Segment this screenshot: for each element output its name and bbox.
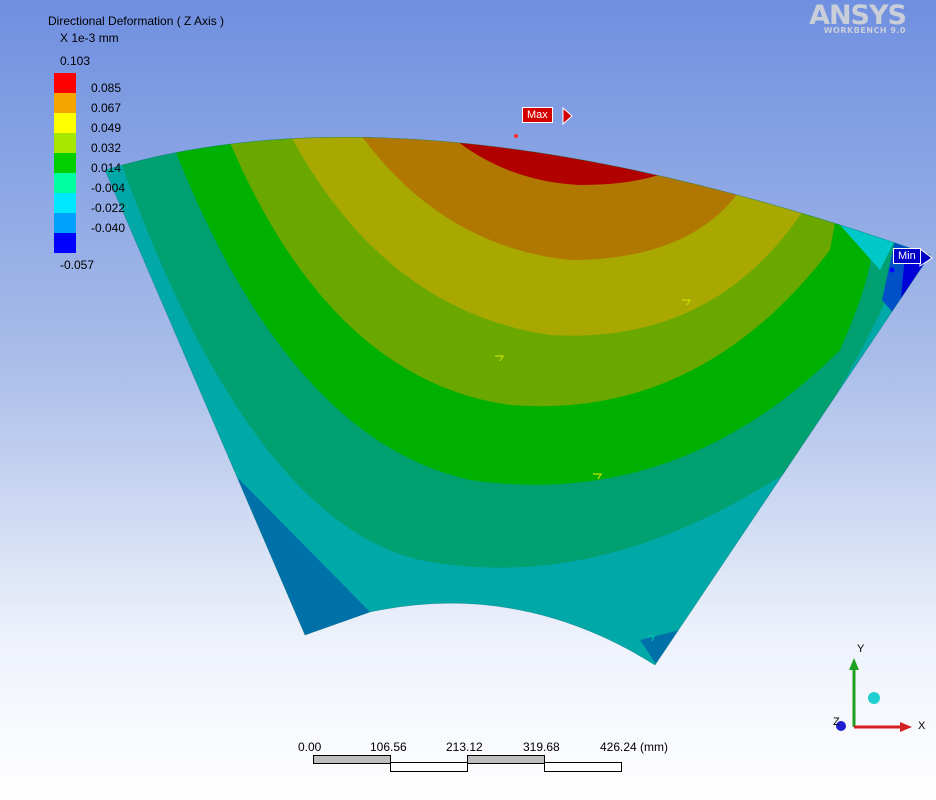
scale-tick-label: 213.12 [446, 740, 483, 754]
legend-level-label: 0.067 [91, 101, 122, 115]
logo-product: WORKBENCH 9.0 [823, 26, 906, 35]
legend-swatch [54, 113, 76, 133]
edge-band-orange [690, 140, 760, 175]
legend-min-value: -0.057 [60, 258, 95, 272]
triad-y-label: Y [857, 643, 865, 655]
coordinate-triad[interactable] [826, 640, 936, 750]
triad-x-arrow [900, 722, 912, 732]
max-pointer [562, 106, 573, 126]
legend-max-value: 0.103 [60, 54, 91, 68]
triad-y-arrow [849, 658, 859, 670]
min-pointer [919, 248, 933, 267]
scale-tick-label: 106.56 [370, 740, 407, 754]
contour-band-lower-right [640, 630, 680, 665]
logo-brand: ANSYS [809, 0, 907, 31]
scale-tick-label: 0.00 [298, 740, 322, 754]
legend-title: Directional Deformation ( Z Axis ) [48, 14, 225, 28]
legend-swatch [54, 233, 76, 253]
scale-segment [544, 762, 622, 772]
probe-mark [593, 473, 603, 480]
legend-level-label: 0.032 [91, 141, 122, 155]
triad-z-label: Z [833, 716, 840, 728]
scale-segment [467, 755, 545, 764]
legend-level-label: 0.049 [91, 121, 122, 135]
contour-band-lower-left [220, 470, 370, 640]
min-point-marker [889, 267, 895, 273]
min-label[interactable]: Min [893, 248, 921, 264]
legend-swatch [54, 133, 76, 153]
triad-z-axis [836, 721, 846, 731]
legend-swatch [54, 193, 76, 213]
scale-segment [390, 762, 468, 772]
legend-level-label: -0.022 [91, 201, 126, 215]
legend-level-label: -0.004 [91, 181, 126, 195]
triad-x-label: X [918, 720, 926, 732]
legend-swatch [54, 153, 76, 173]
max-point-marker [514, 134, 518, 138]
legend-swatch [54, 73, 76, 93]
model-outline [104, 136, 931, 666]
triad-rotation-ball[interactable] [868, 692, 880, 704]
contour-band-6 [105, 137, 930, 260]
scale-segment [313, 755, 391, 764]
scale-tick-label: 426.24 (mm) [600, 740, 669, 754]
legend-color-bar [54, 73, 76, 253]
legend-units: X 1e-3 mm [60, 31, 119, 45]
max-label[interactable]: Max [522, 107, 553, 123]
probe-mark [495, 355, 505, 362]
legend-level-label: 0.014 [91, 161, 122, 175]
legend-level-label: 0.085 [91, 81, 122, 95]
edge-band-yellow [745, 160, 810, 200]
legend-swatch [54, 213, 76, 233]
ansys-logo: ANSYS WORKBENCH 9.0 [809, 0, 907, 36]
probe-mark [682, 299, 692, 306]
legend-swatch [54, 173, 76, 193]
scale-tick-label: 319.68 [523, 740, 560, 754]
edge-band-green [812, 190, 850, 222]
legend-level-label: -0.040 [91, 221, 126, 235]
probe-mark [648, 635, 655, 642]
legend-swatch [54, 93, 76, 113]
